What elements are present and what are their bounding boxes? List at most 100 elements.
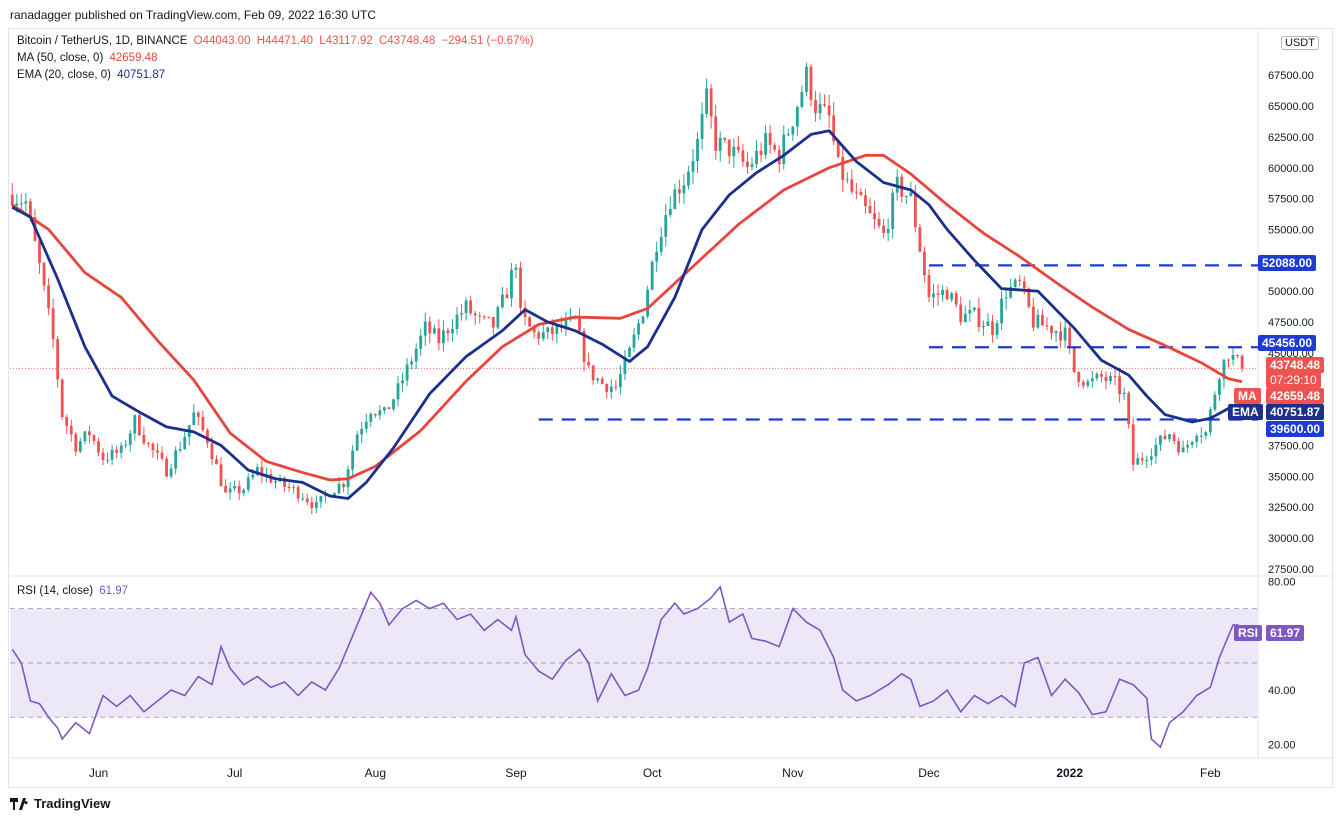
candle-body: [941, 289, 945, 295]
candle-body: [1054, 331, 1058, 334]
candle-body: [864, 195, 867, 207]
candle-body: [342, 483, 345, 488]
candle-body: [1127, 392, 1131, 425]
candle-body: [38, 240, 41, 263]
candle-body: [151, 443, 155, 451]
candle-body: [460, 313, 463, 315]
ma-axis-label: MA: [1234, 388, 1261, 404]
candle-body: [895, 176, 899, 193]
candle-body: [668, 208, 672, 216]
candle-body: [709, 88, 713, 117]
candle-body: [859, 191, 863, 196]
candle-body: [78, 441, 82, 452]
candle-body: [927, 275, 931, 298]
candle-body: [1154, 444, 1158, 457]
candle-body: [215, 459, 218, 465]
candle-body: [292, 487, 296, 489]
candle-body: [1045, 325, 1049, 327]
candle-body: [160, 452, 164, 459]
candle-body: [364, 421, 368, 429]
candle-body: [74, 434, 78, 452]
candle-body: [201, 416, 205, 431]
candle-body: [664, 215, 668, 237]
candle-body: [795, 106, 799, 127]
candle-body: [682, 185, 686, 194]
time-tick-label: Oct: [643, 766, 662, 780]
candle-body: [482, 316, 486, 318]
candle-body: [323, 495, 327, 497]
candle-body: [705, 88, 709, 114]
candle-body: [541, 332, 545, 339]
candle-body: [174, 450, 178, 469]
candle-body: [868, 206, 872, 214]
candle-body: [156, 450, 159, 453]
candle-body: [528, 317, 532, 327]
ema-legend[interactable]: EMA (20, close, 0) 40751.87: [17, 69, 165, 81]
candle-body: [877, 219, 881, 226]
candle-body: [351, 450, 355, 470]
candle-body: [1222, 359, 1226, 380]
candle-body: [972, 307, 976, 311]
candle-body: [986, 321, 990, 326]
candle-body: [147, 443, 150, 445]
candle-body: [1122, 392, 1126, 394]
candle-body: [233, 486, 237, 489]
candle-body: [505, 294, 509, 299]
ma-label: MA (50, close, 0): [17, 52, 104, 64]
high-value: H44471.40: [256, 35, 314, 47]
candle-body: [1240, 355, 1244, 369]
candle-body: [618, 374, 622, 388]
candle-body: [641, 316, 645, 324]
candle-body: [274, 481, 277, 483]
tradingview-wordmark: TradingView: [34, 796, 111, 811]
candle-body: [963, 313, 967, 323]
candle-body: [1172, 434, 1176, 442]
candle-body: [659, 236, 663, 252]
candle-body: [83, 431, 87, 442]
ma-legend[interactable]: MA (50, close, 0) 42659.48: [17, 52, 157, 64]
ema-label: EMA (20, close, 0): [17, 69, 111, 81]
candle-body: [1004, 297, 1008, 299]
ema-axis-label: EMA: [1228, 404, 1263, 420]
candle-body: [260, 467, 264, 476]
currency-selector[interactable]: USDT: [1281, 36, 1319, 50]
candle-body: [891, 192, 895, 230]
candle-body: [646, 289, 650, 317]
candle-body: [10, 194, 14, 206]
tradingview-logo[interactable]: TradingView: [10, 796, 110, 811]
price-tick-label: 35000.00: [1268, 471, 1314, 483]
candle-body: [106, 459, 109, 461]
candle-body: [1131, 424, 1135, 465]
candle-body: [1068, 327, 1072, 348]
candle-body: [578, 318, 581, 331]
candle-body: [519, 267, 522, 308]
candle-body: [319, 496, 323, 503]
candle-body: [532, 326, 536, 333]
candle-body: [773, 144, 777, 150]
candle-body: [714, 116, 718, 151]
candle-body: [750, 164, 754, 167]
candle-body: [755, 150, 758, 165]
candle-body: [841, 156, 845, 181]
candle-body: [491, 317, 495, 328]
candle-body: [1027, 288, 1031, 307]
symbol-name[interactable]: Bitcoin / TetherUS, 1D, BINANCE: [17, 35, 188, 47]
candle-body: [546, 327, 550, 333]
rsi-legend[interactable]: RSI (14, close) 61.97: [17, 585, 128, 597]
candle-body: [1213, 394, 1217, 410]
publish-caption: ranadagger published on TradingView.com,…: [10, 8, 377, 22]
candle-body: [650, 261, 654, 290]
candle-body: [455, 314, 459, 329]
candle-body: [473, 313, 477, 316]
candle-body: [759, 150, 763, 155]
candle-body: [178, 449, 182, 451]
candle-body: [305, 498, 309, 503]
candle-body: [1072, 347, 1076, 372]
candle-body: [1163, 435, 1167, 440]
price-tick-label: 55000.00: [1268, 224, 1314, 236]
price-tick-label: 65000.00: [1268, 101, 1314, 113]
candle-body: [1208, 409, 1212, 433]
candle-body: [65, 417, 69, 426]
candle-body: [51, 308, 55, 340]
